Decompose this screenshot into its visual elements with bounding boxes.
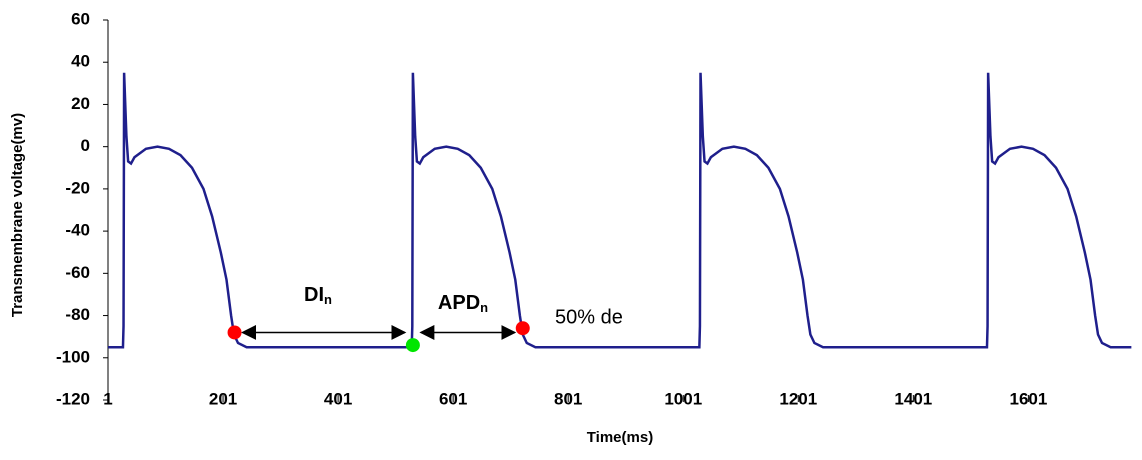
y-tick-label: -40 — [65, 221, 90, 240]
x-tick-label: 801 — [554, 389, 582, 408]
x-tick-label: 201 — [209, 389, 237, 408]
x-tick-label: 401 — [324, 389, 352, 408]
annotation: 50% de — [555, 306, 623, 328]
marker-point — [227, 325, 242, 340]
x-tick-label: 601 — [439, 389, 467, 408]
x-tick-label: 1001 — [664, 389, 702, 408]
x-tick-label: 1201 — [779, 389, 817, 408]
y-tick-label: -100 — [56, 347, 90, 366]
annotation: APDn — [438, 292, 488, 315]
annotation-subscript: n — [480, 300, 488, 315]
y-axis-title: Transmembrane voltage(mv) — [9, 113, 26, 317]
y-tick-label: 60 — [71, 9, 90, 28]
y-tick-label: -60 — [65, 263, 90, 282]
y-tick-label: -120 — [56, 389, 90, 408]
x-tick-label: 1601 — [1009, 389, 1047, 408]
y-tick-label: 40 — [71, 52, 90, 71]
annotation-subscript: n — [324, 292, 332, 307]
marker-point — [515, 321, 530, 336]
marker-point — [405, 338, 420, 353]
x-axis-title: Time(ms) — [587, 429, 653, 446]
x-tick-label: 1401 — [894, 389, 932, 408]
x-tick-label: 1 — [103, 389, 112, 408]
y-tick-label: -80 — [65, 305, 90, 324]
annotation-text: APD — [438, 292, 480, 314]
line-series — [108, 72, 1132, 349]
y-tick-label: -20 — [65, 178, 90, 197]
annotation: DIn — [304, 284, 332, 307]
annotation-text: DI — [304, 284, 324, 306]
y-tick-label: 0 — [81, 136, 90, 155]
y-tick-label: 20 — [71, 94, 90, 113]
